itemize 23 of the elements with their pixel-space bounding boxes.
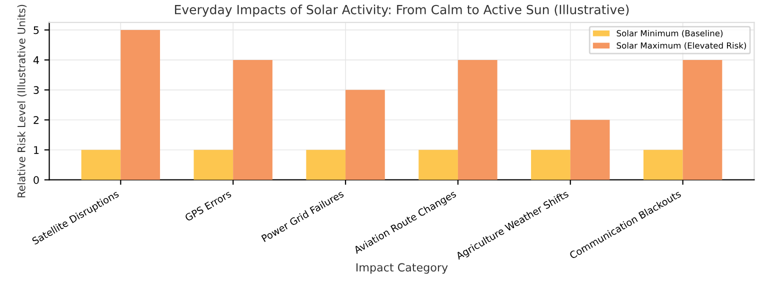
bar bbox=[531, 150, 570, 180]
bar bbox=[81, 150, 121, 180]
y-tick-label: 4 bbox=[33, 56, 39, 64]
bar bbox=[306, 150, 346, 180]
bar bbox=[682, 60, 722, 180]
bar bbox=[643, 150, 683, 180]
x-axis-title: Impact Category bbox=[356, 263, 448, 274]
y-tick-label: 2 bbox=[34, 116, 39, 124]
chart-title: Everyday Impacts of Solar Activity: From Calm to Active Sun (Illustrative) bbox=[175, 4, 629, 17]
bar bbox=[346, 90, 385, 180]
y-tick-label: 1 bbox=[34, 146, 39, 154]
y-tick-label: 5 bbox=[34, 26, 39, 34]
bar bbox=[418, 150, 458, 180]
legend-label: Solar Maximum (Elevated Risk) bbox=[616, 42, 746, 50]
legend-label: Solar Minimum (Baseline) bbox=[616, 30, 723, 38]
y-tick-label: 3 bbox=[34, 86, 39, 94]
bar bbox=[194, 150, 234, 180]
y-tick-label: 0 bbox=[34, 176, 39, 184]
y-axis-title: Relative Risk Level (Illustrative Units) bbox=[17, 4, 27, 198]
bar bbox=[233, 60, 272, 180]
bar bbox=[458, 60, 498, 180]
bar bbox=[570, 120, 610, 180]
bar bbox=[120, 30, 160, 180]
